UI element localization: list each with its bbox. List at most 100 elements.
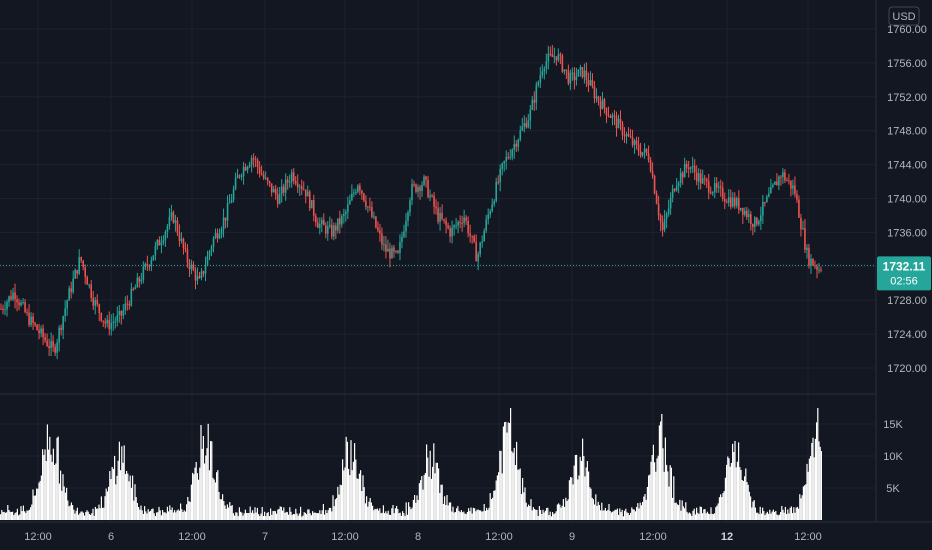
volume-bar bbox=[367, 506, 369, 520]
candle bbox=[818, 262, 820, 274]
volume-bar bbox=[646, 486, 648, 520]
volume-bar bbox=[111, 466, 113, 520]
volume-bar bbox=[315, 512, 317, 520]
volume-bar bbox=[162, 509, 164, 520]
volume-bar bbox=[271, 514, 273, 520]
volume-bar bbox=[181, 509, 183, 520]
volume-bar bbox=[350, 440, 352, 520]
volume-bar bbox=[390, 514, 392, 520]
price-axis[interactable]: 1760.00 1756.00 1752.00 1748.00 1744.00 1740.… bbox=[887, 24, 927, 375]
volume-bar bbox=[663, 471, 665, 520]
candle bbox=[443, 218, 445, 224]
volume-bar bbox=[289, 507, 291, 520]
volume-bar bbox=[776, 514, 778, 520]
volume-bar bbox=[292, 513, 294, 520]
volume-bar bbox=[213, 479, 215, 520]
volume-bar bbox=[430, 478, 432, 520]
volume-bar bbox=[375, 509, 377, 520]
volume-bar bbox=[542, 509, 544, 520]
candle bbox=[367, 205, 369, 213]
time-axis[interactable]: 12:00 6 12:00 7 12:00 8 12:00 9 12:00 12 12:00 bbox=[24, 531, 822, 543]
volume-bar bbox=[21, 511, 23, 520]
price-tick-label: 1760.00 bbox=[887, 24, 927, 36]
volume-bar bbox=[265, 516, 267, 520]
volume-bar bbox=[744, 476, 746, 520]
volume-bar bbox=[805, 484, 807, 520]
candle bbox=[457, 220, 459, 234]
volume-bar bbox=[310, 515, 312, 520]
volume-bar bbox=[612, 511, 614, 520]
volume-bar bbox=[454, 512, 456, 520]
volume-bar bbox=[700, 506, 702, 520]
candle bbox=[190, 259, 193, 275]
candle bbox=[559, 52, 562, 65]
volume-bar bbox=[819, 446, 821, 520]
volume-bar bbox=[343, 470, 345, 520]
volume-bar bbox=[658, 425, 660, 520]
candle bbox=[489, 208, 491, 219]
volume-bar bbox=[484, 510, 486, 520]
currency-button[interactable]: USD bbox=[888, 6, 920, 26]
candle bbox=[806, 244, 808, 259]
candle bbox=[631, 129, 634, 148]
volume-bar bbox=[342, 459, 344, 520]
volume-bar bbox=[708, 513, 710, 520]
candle bbox=[615, 111, 618, 137]
candle bbox=[120, 310, 123, 325]
volume-bar bbox=[372, 505, 374, 520]
volume-bar bbox=[541, 513, 543, 520]
volume-bar bbox=[639, 502, 641, 520]
volume-bar bbox=[204, 463, 206, 520]
time-tick-label: 12:00 bbox=[178, 531, 206, 543]
candle bbox=[742, 207, 744, 224]
time-tick-label: 12:00 bbox=[639, 531, 667, 543]
candle bbox=[531, 95, 534, 111]
volume-bar bbox=[751, 507, 753, 520]
volume-bar bbox=[697, 512, 699, 520]
volume-bar bbox=[410, 509, 412, 520]
candle bbox=[240, 173, 243, 181]
volume-bar bbox=[427, 457, 429, 520]
volume-bar bbox=[307, 509, 309, 520]
candle bbox=[643, 143, 646, 159]
volume-axis[interactable]: 15K 10K 5K bbox=[883, 419, 903, 495]
volume-bar bbox=[769, 509, 771, 520]
volume-bar bbox=[283, 507, 285, 520]
candle bbox=[322, 213, 325, 226]
volume-bar bbox=[91, 513, 93, 520]
candle bbox=[663, 209, 666, 233]
candle bbox=[244, 163, 247, 172]
volume-bar bbox=[256, 507, 258, 520]
volume-bar bbox=[266, 513, 268, 520]
candle bbox=[695, 165, 698, 186]
volume-bar bbox=[280, 506, 282, 520]
volume-bar bbox=[206, 448, 208, 520]
candle bbox=[116, 306, 119, 327]
candle bbox=[335, 222, 337, 240]
volume-bar bbox=[588, 471, 590, 520]
volume-bar bbox=[696, 507, 698, 520]
volume-bar bbox=[303, 512, 305, 520]
volume-bar bbox=[235, 512, 237, 520]
volume-bar bbox=[381, 512, 383, 520]
volume-bar bbox=[436, 462, 438, 520]
volume-bar bbox=[324, 514, 326, 520]
candle bbox=[353, 188, 355, 198]
volume-bar bbox=[625, 508, 627, 520]
volume-bar bbox=[698, 513, 700, 520]
volume-bar bbox=[387, 510, 389, 520]
volume-bar bbox=[483, 504, 485, 520]
price-tick-label: 1720.00 bbox=[887, 363, 927, 375]
candle bbox=[331, 218, 333, 240]
volume-bar bbox=[590, 488, 592, 520]
volume-bar bbox=[423, 475, 425, 520]
candle bbox=[415, 183, 417, 194]
candle bbox=[625, 131, 628, 144]
candle bbox=[144, 262, 147, 271]
volume-bar bbox=[452, 506, 454, 520]
volume-bar bbox=[321, 510, 323, 520]
volume-bar bbox=[392, 504, 394, 520]
volume-bar bbox=[82, 512, 84, 520]
volume-bar bbox=[186, 504, 188, 520]
